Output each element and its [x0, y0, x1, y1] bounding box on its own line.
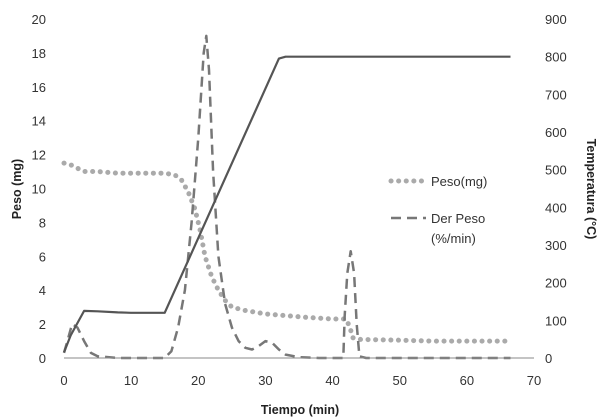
- series-der-peso-line: [62, 34, 511, 360]
- x-tick-label: 40: [325, 373, 339, 388]
- x-tick-label: 10: [124, 373, 138, 388]
- y2-tick-label: 500: [545, 163, 567, 178]
- legend-label-der-peso-2: (%/min): [431, 231, 476, 246]
- y2-tick-label: 900: [545, 12, 567, 27]
- y2-axis-title: Temperatura (°C): [584, 139, 598, 240]
- legend-item-der-peso: Der Peso (%/min): [391, 211, 485, 246]
- y2-tick-label: 300: [545, 238, 567, 253]
- y-tick-label: 12: [32, 148, 46, 163]
- y-tick-label: 10: [32, 182, 46, 197]
- y2-tick-label: 0: [545, 351, 552, 366]
- legend: Peso(mg) Der Peso (%/min): [388, 174, 487, 246]
- x-tick-label: 30: [258, 373, 272, 388]
- y-tick-label: 0: [39, 351, 46, 366]
- y-tick-label: 14: [32, 114, 46, 129]
- x-tick-label: 70: [527, 373, 541, 388]
- x-tick-label: 0: [60, 373, 67, 388]
- y-tick-label: 6: [39, 249, 46, 264]
- series-peso-line: [61, 160, 513, 344]
- y2-tick-label: 600: [545, 125, 567, 140]
- x-tick-label: 60: [460, 373, 474, 388]
- x-tick-labels: 0 10 20 30 40 50 60 70: [60, 373, 541, 388]
- y-axis-title: Peso (mg): [10, 159, 24, 219]
- x-axis-title: Tiempo (min): [261, 403, 339, 417]
- legend-item-peso: Peso(mg): [388, 174, 487, 189]
- plot-area: [61, 34, 513, 360]
- legend-label-der-peso-1: Der Peso: [431, 211, 485, 226]
- y2-tick-label: 800: [545, 50, 567, 65]
- y-tick-label: 16: [32, 80, 46, 95]
- y-tick-label: 20: [32, 12, 46, 27]
- x-tick-label: 50: [392, 373, 406, 388]
- x-tick-label: 20: [191, 373, 205, 388]
- y-tick-label: 4: [39, 283, 46, 298]
- y-tick-label: 18: [32, 46, 46, 61]
- y2-tick-label: 700: [545, 87, 567, 102]
- legend-label-peso: Peso(mg): [431, 174, 487, 189]
- y2-tick-label: 400: [545, 200, 567, 215]
- y2-tick-label: 100: [545, 313, 567, 328]
- y-tick-label: 8: [39, 215, 46, 230]
- y-tick-label: 2: [39, 317, 46, 332]
- y2-tick-label: 200: [545, 276, 567, 291]
- y2-tick-labels: 0 100 200 300 400 500 600 700 800 900: [545, 12, 567, 366]
- y-tick-labels: 0 2 4 6 8 10 12 14 16 18 20: [32, 12, 46, 366]
- series-temperatura-line: [62, 55, 511, 353]
